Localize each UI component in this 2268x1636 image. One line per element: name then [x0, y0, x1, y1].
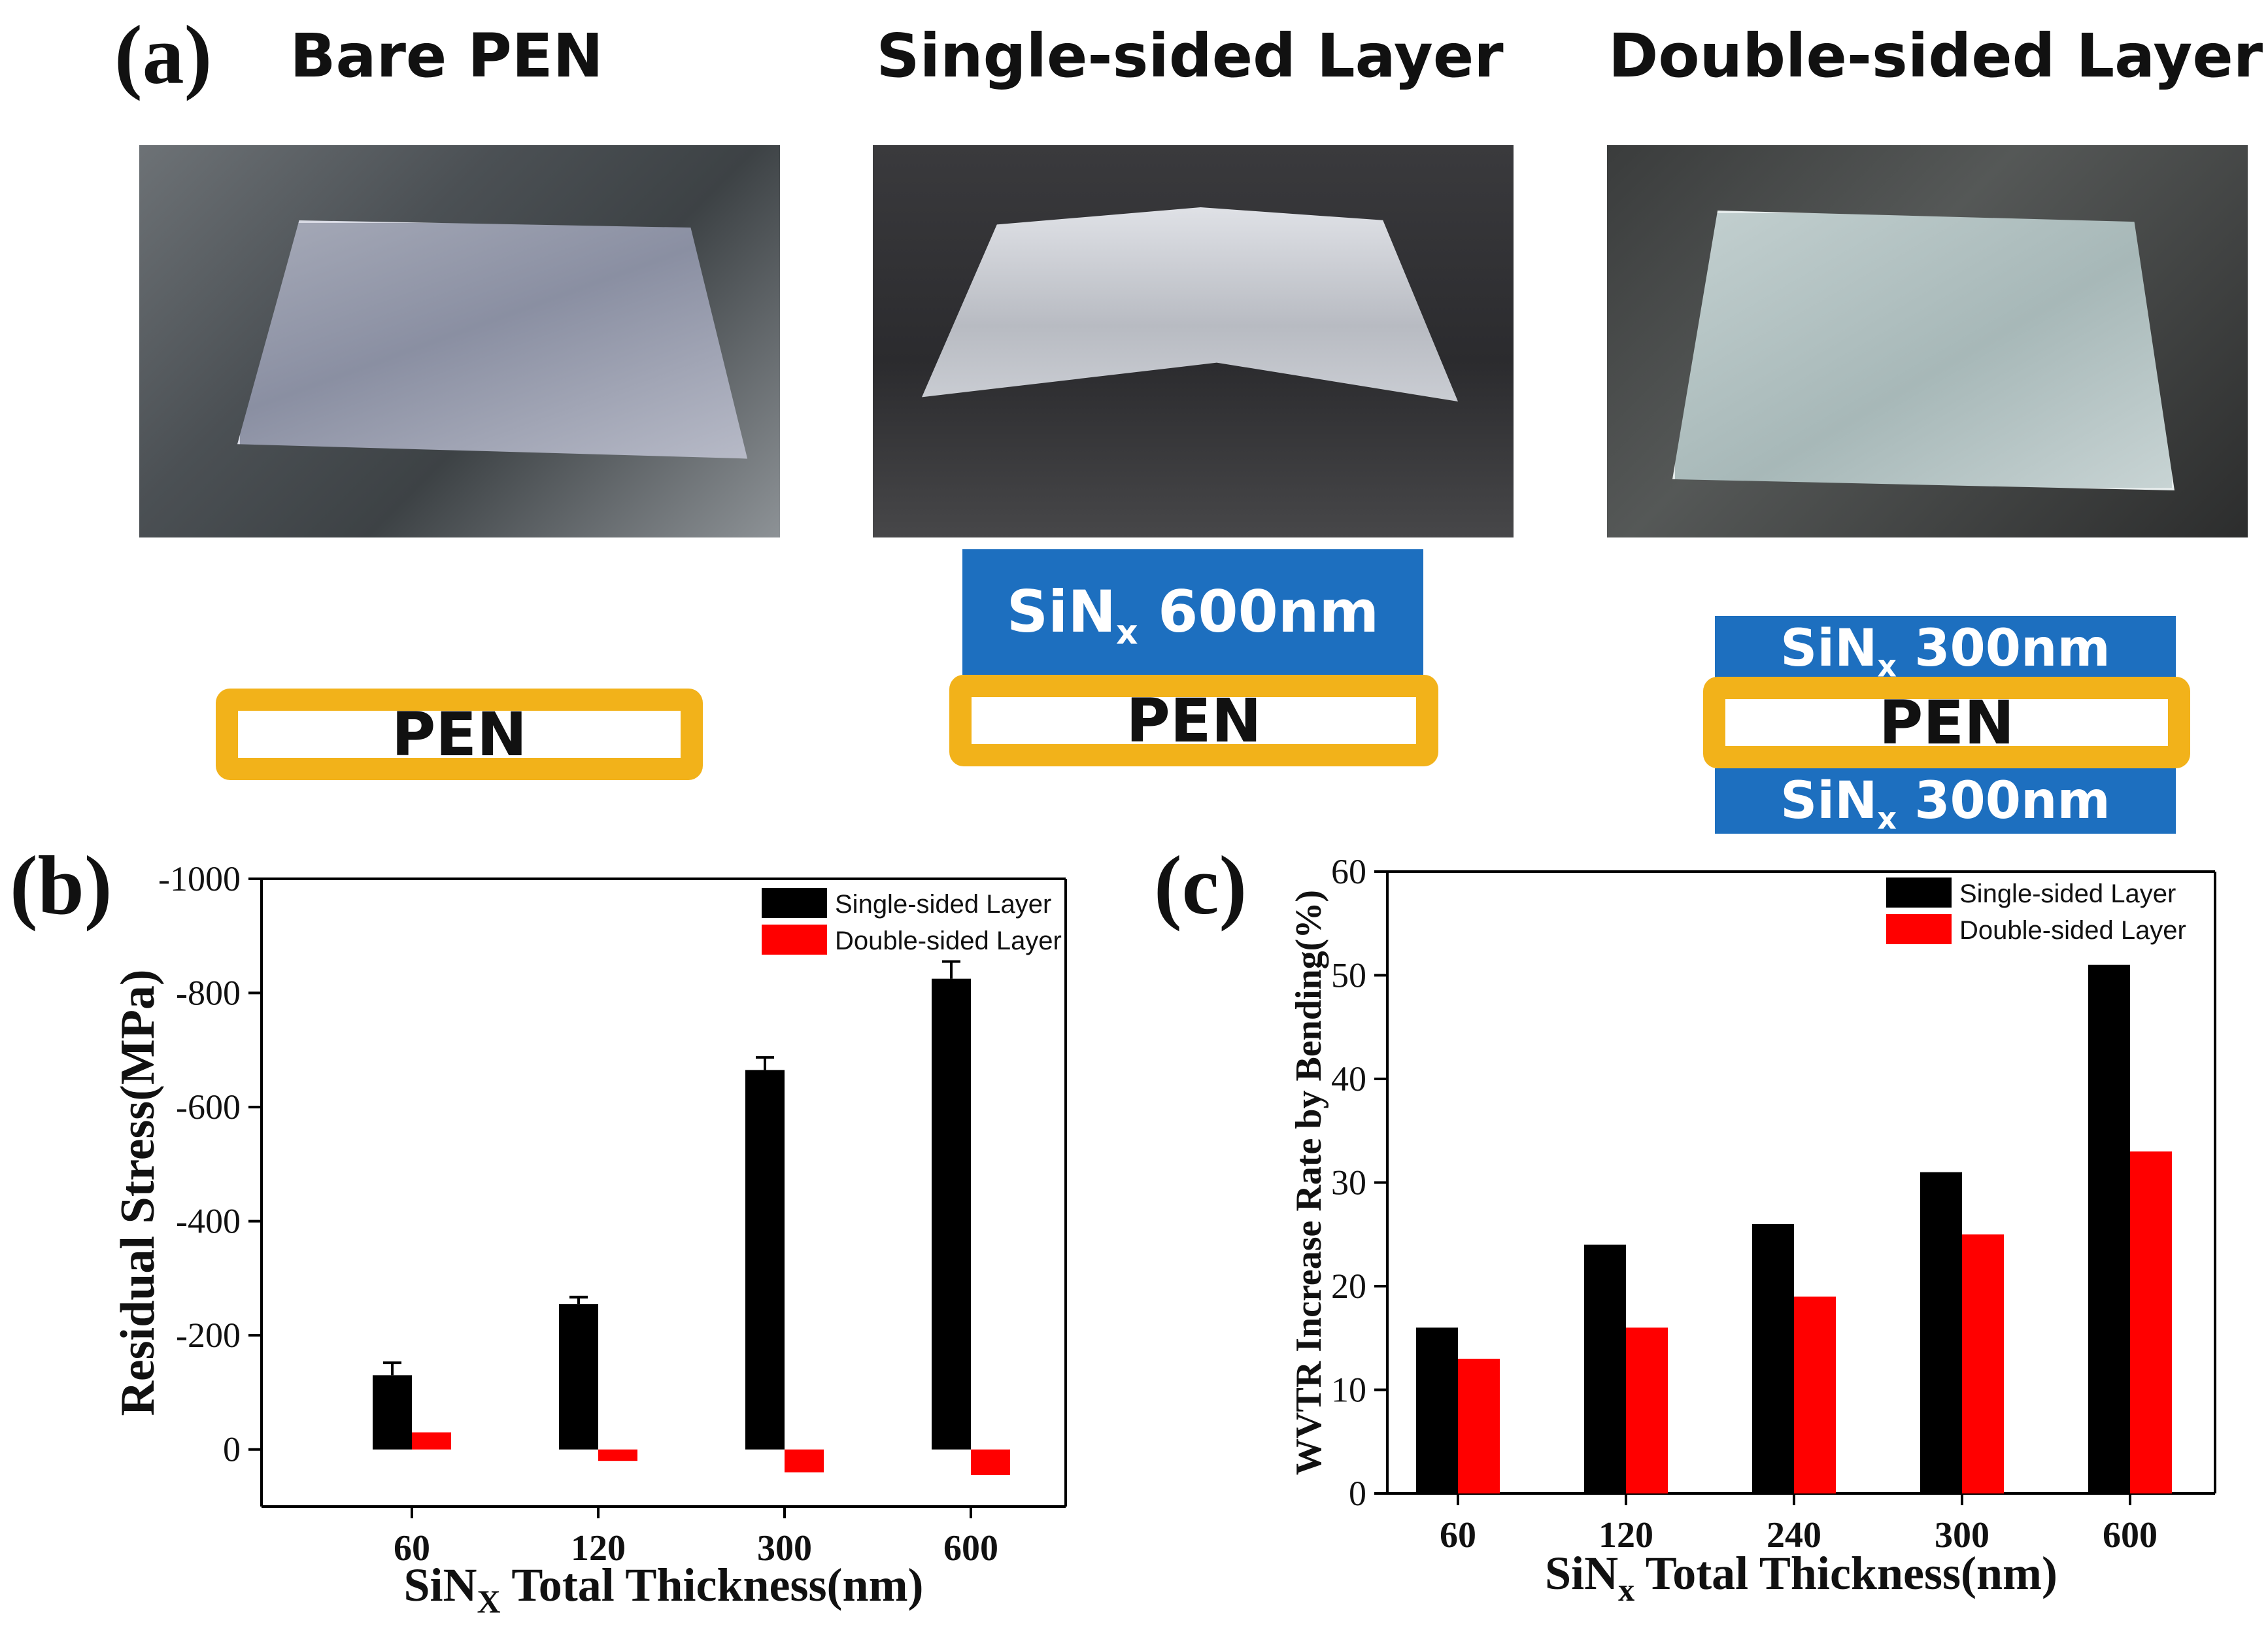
single-sinx-sub: x — [1115, 613, 1138, 653]
x-tick-label: 60 — [394, 1528, 430, 1569]
x-axis-label: SiNX Total Thickness(nm) — [403, 1559, 923, 1620]
bar-single-sided — [1584, 1244, 1626, 1493]
double-bottom-sinx-thickness: 300nm — [1914, 772, 2110, 830]
column-title-bare-pen: Bare PEN — [290, 21, 603, 91]
bare-pen-label: PEN — [391, 699, 528, 770]
x-tick-label: 300 — [757, 1528, 812, 1569]
y-tick-label: 0 — [1349, 1474, 1366, 1513]
column-title-double-sided: Double-sided Layer — [1608, 21, 2263, 91]
y-tick-label: 60 — [1331, 852, 1366, 891]
x-axis-label-rest: Total Thickness(nm) — [501, 1559, 924, 1611]
bar-single-sided — [373, 1375, 412, 1450]
bar-single-sided — [2088, 964, 2130, 1493]
bar-double-sided — [785, 1449, 824, 1473]
single-sinx-main: SiN — [1006, 578, 1116, 645]
double-pen-label: PEN — [1878, 687, 2015, 758]
legend-swatch-double — [1886, 914, 1952, 944]
bar-single-sided — [559, 1304, 598, 1450]
bar-double-sided — [1962, 1234, 2004, 1493]
bar-double-sided — [1458, 1358, 1500, 1493]
double-bottom-sinx-sub: x — [1877, 800, 1897, 836]
bar-single-sided — [1416, 1327, 1458, 1493]
y-tick-label: -800 — [176, 974, 241, 1013]
bar-double-sided — [412, 1432, 451, 1450]
legend-swatch-double — [762, 925, 827, 955]
panel-c-label: (c) — [1154, 839, 1247, 932]
single-sided-photo — [873, 145, 1514, 537]
y-tick-label: 0 — [223, 1430, 241, 1469]
bar-double-sided — [1794, 1296, 1836, 1493]
single-pen-label: PEN — [1126, 685, 1262, 756]
single-sinx-thickness: 600nm — [1158, 578, 1379, 645]
x-tick-label: 300 — [1935, 1515, 1989, 1556]
y-tick-label: 10 — [1331, 1371, 1366, 1410]
y-tick-label: -400 — [176, 1202, 241, 1241]
bar-single-sided — [1752, 1223, 1794, 1493]
bar-single-sided — [1920, 1172, 1962, 1493]
bar-double-sided — [971, 1449, 1010, 1475]
legend-label-single: Single-sided Layer — [835, 890, 1051, 919]
x-axis-label-rest: Total Thickness(nm) — [1634, 1547, 2057, 1599]
double-top-sinx-layer: SiNx 300nm — [1715, 616, 2176, 684]
x-axis-label-sub: x — [1618, 1571, 1634, 1608]
single-pen-layer: PEN — [949, 675, 1438, 766]
y-tick-label: 50 — [1331, 956, 1366, 995]
double-top-sinx-thickness: 300nm — [1914, 619, 2110, 678]
bar-double-sided — [598, 1449, 637, 1461]
bar-single-sided — [745, 1070, 785, 1450]
panel-a-label: (a) — [114, 9, 212, 101]
bare-pen-photo — [139, 145, 780, 537]
x-axis-label-main: SiN — [1545, 1547, 1618, 1599]
legend-swatch-single — [1886, 878, 1952, 908]
double-bottom-sinx-main: SiN — [1780, 772, 1878, 830]
single-sinx-layer: SiNx 600nm — [962, 549, 1423, 675]
double-sided-photo — [1607, 145, 2248, 537]
double-bottom-sinx-layer: SiNx 300nm — [1715, 768, 2176, 836]
x-tick-label: 600 — [943, 1528, 998, 1569]
panel-b-label: (b) — [10, 839, 112, 932]
legend-swatch-single — [762, 888, 827, 918]
x-axis-label-sub: X — [477, 1583, 501, 1620]
legend-label-double: Double-sided Layer — [835, 927, 1062, 955]
legend-label-single: Single-sided Layer — [1959, 879, 2176, 908]
double-pen-layer: PEN — [1703, 677, 2190, 768]
bar-double-sided — [1626, 1327, 1668, 1493]
y-tick-label: 30 — [1331, 1163, 1366, 1202]
x-tick-label: 120 — [1599, 1515, 1653, 1556]
legend-label-double: Double-sided Layer — [1959, 916, 2186, 945]
y-axis-label: WVTR Increase Rate by Bending(%) — [1289, 890, 1329, 1475]
y-tick-label: -1000 — [158, 859, 241, 898]
bar-single-sided — [932, 978, 971, 1450]
bare-pen-layer: PEN — [216, 689, 703, 780]
x-axis-label: SiNx Total Thickness(nm) — [1545, 1547, 2057, 1608]
y-tick-label: 20 — [1331, 1267, 1366, 1306]
y-tick-label: 40 — [1331, 1059, 1366, 1099]
y-axis-label: Residual Stress(MPa) — [111, 969, 165, 1416]
x-tick-label: 60 — [1440, 1515, 1476, 1556]
x-tick-label: 120 — [571, 1528, 626, 1569]
bar-double-sided — [2130, 1151, 2172, 1493]
y-tick-label: -600 — [176, 1087, 241, 1127]
double-top-sinx-main: SiN — [1780, 619, 1878, 678]
x-tick-label: 240 — [1767, 1515, 1821, 1556]
y-tick-label: -200 — [176, 1316, 241, 1355]
x-axis-label-main: SiN — [403, 1559, 477, 1611]
column-title-single-sided: Single-sided Layer — [876, 21, 1504, 91]
x-tick-label: 600 — [2103, 1515, 2158, 1556]
